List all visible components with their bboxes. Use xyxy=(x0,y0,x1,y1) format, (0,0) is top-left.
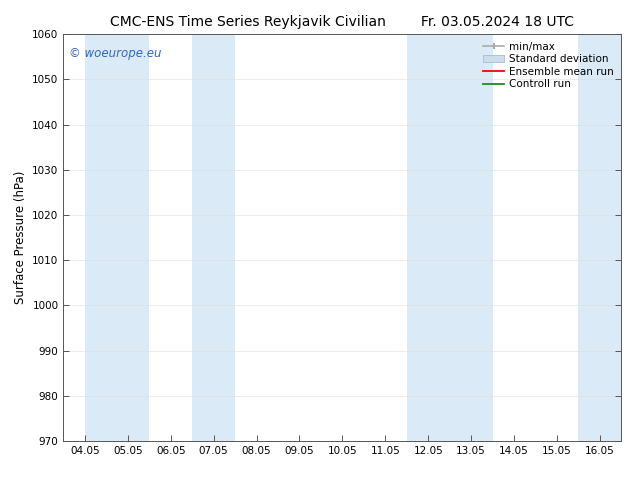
Title: CMC-ENS Time Series Reykjavik Civilian        Fr. 03.05.2024 18 UTC: CMC-ENS Time Series Reykjavik Civilian F… xyxy=(110,15,574,29)
Text: © woeurope.eu: © woeurope.eu xyxy=(69,47,162,59)
Bar xyxy=(578,34,621,441)
Bar xyxy=(192,34,235,441)
Legend: min/max, Standard deviation, Ensemble mean run, Controll run: min/max, Standard deviation, Ensemble me… xyxy=(481,40,616,92)
Y-axis label: Surface Pressure (hPa): Surface Pressure (hPa) xyxy=(14,171,27,304)
Bar xyxy=(407,34,493,441)
Bar xyxy=(85,34,149,441)
